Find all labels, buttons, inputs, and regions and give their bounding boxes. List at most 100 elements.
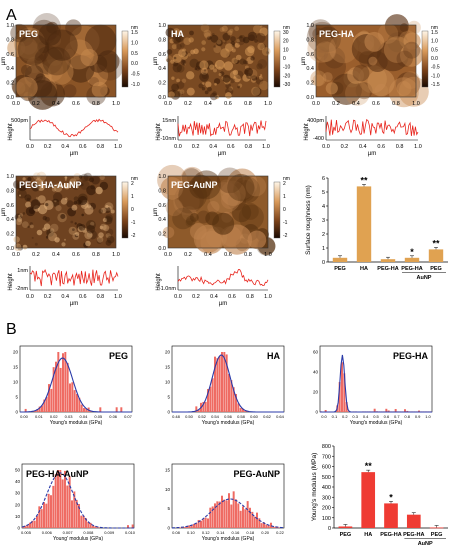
afm-texture (102, 217, 108, 223)
afm-texture (238, 204, 264, 230)
y-tick-label: 700 (322, 454, 331, 460)
afm-texture (210, 34, 219, 43)
afm-map-1: PEG0.00.00.20.20.40.40.60.60.80.81.01.0µ… (1, 13, 140, 110)
afm-x-tick: 0.6 (224, 252, 232, 258)
profile-y-max: 15nm (162, 118, 176, 124)
significance-marker: ** (432, 238, 440, 248)
histogram-bar (200, 520, 202, 528)
afm-texture (44, 216, 50, 222)
afm-texture (71, 181, 81, 191)
afm-texture (81, 213, 84, 217)
histogram-y-tick: 20 (165, 350, 171, 355)
afm-texture (78, 182, 83, 187)
afm-texture (260, 43, 267, 50)
histogram-bar (218, 356, 221, 412)
afm-x-tick: 0.6 (72, 252, 80, 258)
afm-x-tick: 0.6 (372, 101, 380, 107)
histogram-bar (197, 409, 200, 412)
afm-texture (203, 69, 207, 72)
afm-y-tick: 0.8 (158, 37, 166, 43)
gaussian-fit (20, 357, 132, 413)
histogram-x-tick: 0.5 (373, 414, 379, 419)
afm-texture (162, 226, 175, 239)
histogram-y-tick: 40 (15, 479, 21, 484)
afm-texture (182, 60, 186, 64)
afm-texture (36, 171, 47, 182)
afm-y-tick: 0.6 (306, 52, 314, 58)
histogram-x-tick: 0.009 (104, 530, 115, 535)
afm-texture (260, 25, 263, 28)
afm-texture (313, 46, 329, 62)
afm-y-tick: 0.0 (6, 95, 14, 101)
histogram-bar (256, 512, 258, 528)
histogram-bar (197, 519, 200, 528)
colorbar-tick: 0 (131, 207, 134, 213)
afm-texture (22, 212, 26, 215)
afm-y-unit: µm (1, 208, 7, 216)
afm-y-tick: 1.0 (158, 23, 166, 29)
profile-x-tick: 0.4 (210, 294, 218, 300)
y-tick-label: 0 (322, 260, 325, 266)
afm-texture (364, 31, 385, 52)
colorbar-tick: 0 (283, 207, 286, 213)
afm-x-tick: 0.4 (204, 252, 212, 258)
profile-x-tick: 0.2 (192, 144, 200, 150)
histogram-bar (265, 524, 268, 528)
afm-texture (60, 214, 66, 219)
afm-frame (167, 175, 269, 249)
colorbar-tick: 1.5 (131, 30, 138, 36)
afm-texture (218, 73, 222, 76)
afm-texture (259, 80, 269, 91)
afm-texture (200, 230, 224, 254)
afm-texture (312, 27, 325, 40)
afm-texture (98, 209, 104, 214)
afm-texture (407, 20, 421, 35)
afm-y-unit: µm (1, 57, 7, 65)
afm-x-tick: 1.0 (412, 101, 420, 107)
afm-texture (99, 174, 105, 180)
afm-sample-label: PEG (19, 29, 38, 39)
histogram-x-tick: 0.2 (342, 414, 348, 419)
histogram-sample-label: PEG (109, 351, 128, 361)
afm-texture (396, 81, 412, 96)
afm-texture (178, 181, 208, 210)
colorbar-unit: nm (283, 176, 290, 182)
histogram-x-tick: 0.008 (83, 530, 94, 535)
histogram-bar (239, 510, 242, 528)
afm-texture (13, 180, 22, 189)
histogram-bar (235, 394, 237, 412)
histogram-x-tick: 0.62 (263, 414, 272, 419)
histogram-bar (211, 506, 214, 528)
histogram-bar (193, 523, 195, 528)
significance-marker: ** (365, 461, 373, 471)
histogram-bar (40, 509, 43, 528)
histogram-bar (228, 373, 230, 412)
afm-texture (194, 67, 198, 71)
afm-texture (105, 205, 109, 209)
histogram-bar (24, 408, 27, 412)
histogram-bar (55, 361, 57, 412)
afm-texture (256, 63, 263, 70)
afm-texture (201, 73, 208, 79)
histogram-bar (244, 509, 247, 528)
afm-x-tick: 0.0 (12, 252, 20, 258)
afm-texture (396, 50, 413, 67)
bar (338, 526, 353, 528)
panel-letter-b: B (6, 321, 17, 338)
colorbar-unit: nm (283, 25, 290, 31)
gaussian-fit (21, 472, 134, 529)
histogram-sample-label: HA (267, 351, 280, 361)
afm-texture (250, 56, 255, 61)
profile-x-tick: 0.6 (227, 144, 235, 150)
histogram-bar (73, 390, 76, 412)
afm-texture (179, 43, 185, 48)
afm-texture (260, 74, 263, 77)
afm-texture (199, 71, 210, 82)
afm-texture (91, 81, 108, 98)
afm-frame (15, 24, 117, 98)
afm-texture (251, 86, 261, 96)
histogram-bar (209, 507, 212, 528)
afm-texture (172, 207, 194, 230)
histogram-bar (64, 470, 66, 528)
